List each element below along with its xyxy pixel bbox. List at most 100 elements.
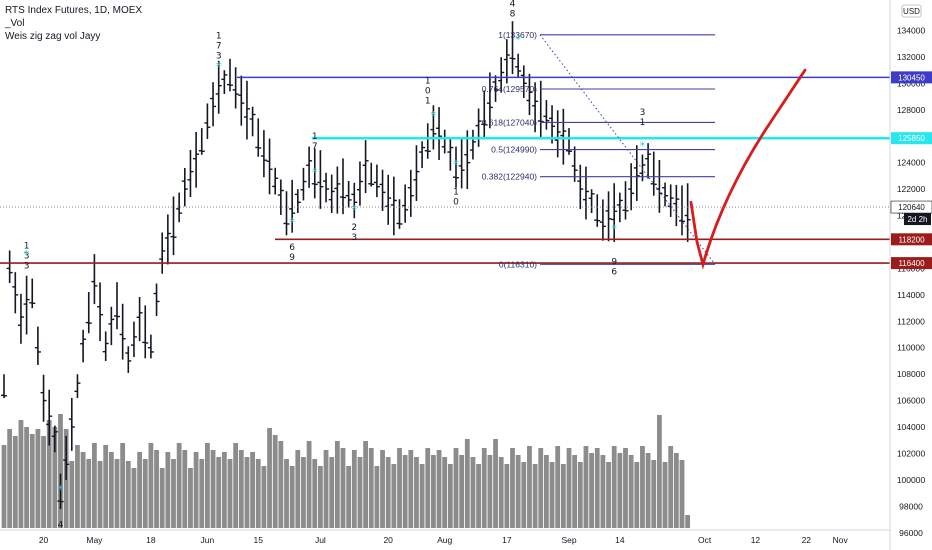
volume-bar [312,459,318,528]
fib-level-label: 0.382(122940) [482,172,537,182]
price-level-tag[interactable] [891,257,932,270]
volume-bar [459,455,465,528]
chart-title[interactable]: RTS Index Futures, 1D, MOEX [5,5,143,16]
zigzag-star-marker: * [515,34,521,47]
zigzag-annotation-label: 3 [640,108,646,118]
price-axis-tick-label: 112000 [897,316,925,326]
volume-bar [515,455,521,528]
zigzag-annotation-label: 6 [289,243,295,253]
zigzag-annotation-label: 0 [453,197,459,207]
volume-bar [250,452,255,528]
zigzag-annotation-label: 4 [510,0,516,10]
projection-path[interactable] [689,68,807,270]
price-axis-tick-label: 108000 [897,369,926,379]
volume-bar [385,457,391,528]
volume-bar [193,452,199,528]
volume-bar [374,466,380,528]
price-level-tag[interactable] [891,71,932,84]
volume-bar [436,450,442,528]
volume-bar [425,448,431,528]
volume-bar [538,448,544,528]
fib-level-label: 0.764(129570) [482,84,537,94]
volume-bar [481,448,487,528]
volume-bar [617,453,623,528]
volume-bar [12,436,18,528]
indicator-vol[interactable]: _Vol [5,18,25,29]
volume-bar [346,466,352,528]
zigzag-star-marker: * [216,60,222,73]
volume-bar [120,443,126,528]
zigzag-annotation-label: 1 [425,96,431,106]
time-axis-tick-label: Jun [201,535,215,545]
zigzag-annotation-label: 2 [351,223,357,233]
volume-bar [589,453,594,528]
volume-bar [357,457,363,528]
volume-bar [431,455,436,528]
volume-bar [679,460,685,528]
time-axis-tick-label: 14 [615,535,625,545]
volume-bar [306,441,312,528]
zigzag-star-marker: * [611,223,617,236]
time-axis-tick-label: Jul [315,535,326,545]
volume-bar [35,429,41,528]
volume-bar [148,443,154,528]
zigzag-star-marker: * [453,158,459,171]
time-axis-tick-label: 20 [383,535,393,545]
volume-bar [470,457,476,528]
zigzag-annotation-label: 7 [312,142,318,152]
volume-bar [668,446,674,528]
volume-bar [205,443,210,528]
volume-bar [447,464,453,528]
volume-bar [572,455,578,528]
indicator-weis-zigzag[interactable]: Weis zig zag vol Jayy [5,31,101,42]
volume-bar [233,443,239,528]
volume-bar [261,466,267,528]
volume-bar [685,515,691,528]
volume-bar [555,446,561,528]
zigzag-annotation-label: 1 [453,187,459,197]
chart-legend: RTS Index Futures, 1D, MOEX _Vol Weis zi… [5,4,142,43]
price-level-tag[interactable] [891,132,932,145]
volume-bar [651,460,657,528]
volume-bar [544,455,549,528]
zigzag-star-marker: * [24,248,30,261]
currency-badge-label: USD [903,7,920,16]
fib-trend-line [539,34,716,265]
volume-bar [611,446,617,528]
price-axis-tick-label: 110000 [897,343,925,353]
time-axis-tick-label: 17 [502,535,512,545]
price-level-tag-label: 125850 [898,134,925,143]
volume-bar [52,427,58,528]
volume-bar [227,459,233,528]
volume-bar [171,459,176,528]
volume-bar [504,464,510,528]
volume-bar [521,462,527,528]
price-axis-tick-label: 114000 [897,290,925,300]
timeframe-badge[interactable] [904,213,931,226]
fib-level-label: 0.618(127040) [482,117,537,127]
time-axis-tick-label: 22 [802,535,812,545]
time-axis-tick-label: 15 [254,535,264,545]
volume-bar [301,457,306,528]
currency-badge[interactable] [901,4,922,18]
volume-bar [402,455,408,528]
volume-bar [238,450,244,528]
volume-bar [97,461,103,528]
price-axis-tick-label: 98000 [899,501,923,511]
volume-bar [623,448,628,528]
price-level-tag-label: 118200 [898,235,925,244]
volume-bar [645,453,651,528]
volume-bar [318,466,323,528]
volume-bar [142,459,148,528]
volume-bar [662,462,668,528]
volume-bar [125,461,131,528]
price-level-tag-label: 130450 [898,73,925,82]
price-level-tag-label: 120640 [898,203,925,212]
price-level-tag[interactable] [891,233,932,246]
price-level-tag-label: 116400 [898,259,925,268]
zigzag-annotation-label: 3 [24,262,30,272]
volume-bar [289,466,295,528]
volume-bar [464,439,470,528]
zigzag-annotation-label: 8 [510,10,516,20]
